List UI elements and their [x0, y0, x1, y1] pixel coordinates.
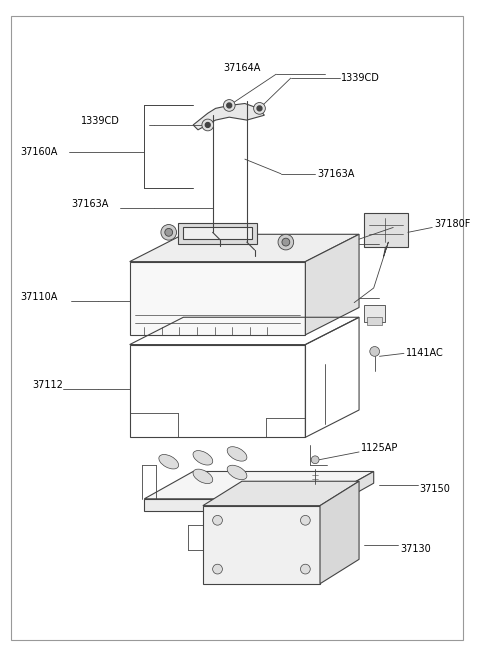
Circle shape: [202, 119, 214, 131]
Ellipse shape: [193, 451, 213, 465]
Polygon shape: [320, 482, 359, 584]
Text: 37163A: 37163A: [71, 199, 108, 209]
Ellipse shape: [193, 469, 213, 483]
Polygon shape: [130, 262, 305, 335]
Polygon shape: [193, 104, 264, 130]
Text: 37112: 37112: [32, 380, 63, 390]
Polygon shape: [183, 228, 252, 239]
Text: 1141AC: 1141AC: [406, 348, 444, 358]
Text: 1339CD: 1339CD: [81, 116, 120, 126]
Circle shape: [213, 564, 222, 574]
Polygon shape: [203, 482, 359, 506]
Circle shape: [257, 106, 262, 111]
Circle shape: [278, 234, 294, 250]
Circle shape: [205, 123, 210, 127]
Text: 37163A: 37163A: [317, 169, 354, 179]
Text: 37110A: 37110A: [20, 292, 58, 302]
Text: 1339CD: 1339CD: [340, 73, 379, 83]
Polygon shape: [203, 506, 320, 584]
Circle shape: [311, 456, 319, 464]
Ellipse shape: [227, 447, 247, 461]
Circle shape: [300, 564, 310, 574]
Circle shape: [253, 102, 265, 114]
Text: 37180F: 37180F: [434, 218, 470, 228]
Polygon shape: [144, 499, 325, 510]
Polygon shape: [305, 234, 359, 335]
Ellipse shape: [159, 455, 179, 469]
Circle shape: [161, 224, 177, 240]
Polygon shape: [179, 222, 257, 244]
Circle shape: [282, 238, 290, 246]
Polygon shape: [130, 234, 359, 262]
Polygon shape: [325, 472, 374, 510]
Bar: [367, 318, 383, 325]
Polygon shape: [364, 213, 408, 247]
Polygon shape: [144, 472, 374, 499]
Text: 1125AP: 1125AP: [361, 443, 398, 453]
Text: 37160A: 37160A: [20, 148, 58, 157]
Text: 37130: 37130: [400, 544, 431, 554]
Text: 37150: 37150: [420, 484, 450, 494]
Circle shape: [223, 100, 235, 112]
Ellipse shape: [227, 465, 247, 480]
Text: 37164A: 37164A: [223, 64, 261, 73]
Circle shape: [213, 516, 222, 525]
Circle shape: [227, 103, 232, 108]
Circle shape: [370, 346, 380, 356]
Circle shape: [165, 228, 173, 236]
Circle shape: [300, 516, 310, 525]
Bar: [364, 304, 385, 322]
